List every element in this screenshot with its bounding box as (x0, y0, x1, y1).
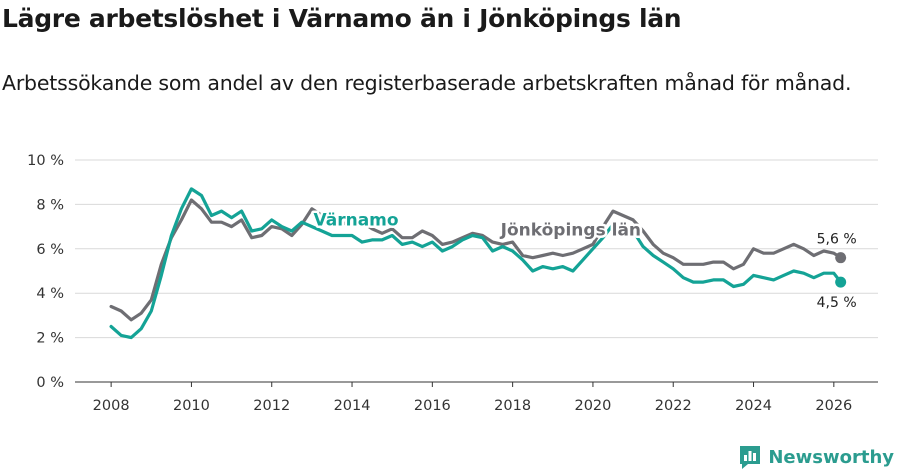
axes: 0 % 2 % 4 % 6 % 8 % 10 % 2008 2010 2012 2014 2016 2… (27, 153, 878, 414)
x-tick-label: 2024 (735, 398, 772, 414)
series-label-varnamo: Värnamo (314, 210, 399, 230)
series-labels: 5,6 % 4,5 % Värnamo Jönköpings län (311, 208, 857, 311)
y-tick-label: 6 % (36, 242, 64, 258)
series-label-jonkopings-lan: Jönköpings län (500, 220, 641, 240)
x-tick-label: 2012 (253, 398, 290, 414)
series-lines (109, 187, 847, 340)
x-tick-label: 2008 (93, 398, 130, 414)
series-line-varnamo (109, 187, 843, 340)
y-tick-label: 10 % (27, 153, 64, 169)
end-point-varnamo (835, 276, 847, 288)
y-tick-label: 0 % (36, 375, 64, 391)
brand-name: Newsworthy (768, 446, 894, 468)
chart-title: Lägre arbetslöshet i Värnamo än i Jönköp… (2, 4, 682, 33)
x-tick-label: 2022 (655, 398, 692, 414)
series-line-jonkopings-lan (109, 198, 843, 322)
brand-logo: Newsworthy (738, 444, 894, 470)
y-tick-label: 2 % (36, 331, 64, 347)
x-tick-label: 2026 (815, 398, 852, 414)
gridlines (75, 159, 878, 339)
x-tick-label: 2016 (414, 398, 451, 414)
y-tick-label: 4 % (36, 286, 64, 302)
x-tick-label: 2018 (494, 398, 531, 414)
x-tick-label: 2020 (574, 398, 611, 414)
end-value-label-jonkopings-lan: 5,6 % (817, 232, 857, 248)
y-tick-label: 8 % (36, 197, 64, 213)
chart-subtitle: Arbetssökande som andel av den registerb… (2, 71, 852, 95)
end-point-jonkopings-lan (835, 252, 847, 264)
end-value-label-varnamo: 4,5 % (817, 295, 857, 311)
x-tick-label: 2010 (173, 398, 210, 414)
x-tick-label: 2014 (334, 398, 371, 414)
newsworthy-logo-icon (740, 446, 761, 469)
